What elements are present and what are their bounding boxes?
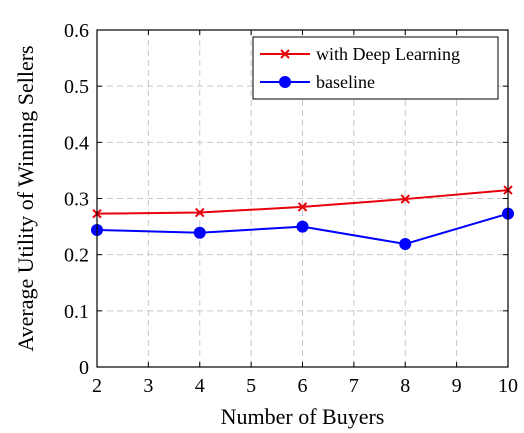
x-tick-label: 10 xyxy=(498,375,518,397)
y-tick-label: 0.3 xyxy=(64,189,89,211)
y-tick-label: 0.4 xyxy=(64,132,89,154)
y-tick-label: 0 xyxy=(79,357,89,379)
x-tick-label: 6 xyxy=(298,375,308,397)
y-axis-label: Average Utility of Winning Sellers xyxy=(13,45,38,351)
x-tick-label: 9 xyxy=(452,375,462,397)
legend-label: with Deep Learning xyxy=(316,44,460,64)
x-tick-label: 2 xyxy=(92,375,102,397)
legend-label: baseline xyxy=(316,72,375,92)
x-axis-label: Number of Buyers xyxy=(221,404,385,429)
marker-circle xyxy=(279,76,291,88)
marker-circle xyxy=(194,227,206,239)
x-tick-label: 5 xyxy=(246,375,256,397)
y-tick-label: 0.6 xyxy=(64,20,89,42)
x-tick-label: 4 xyxy=(195,375,205,397)
x-tick-label: 3 xyxy=(143,375,153,397)
marker-circle xyxy=(399,238,411,250)
y-tick-label: 0.1 xyxy=(64,301,89,323)
x-tick-label: 8 xyxy=(400,375,410,397)
marker-circle xyxy=(297,221,309,233)
y-tick-label: 0.2 xyxy=(64,245,89,267)
y-tick-label: 0.5 xyxy=(64,76,89,98)
x-tick-label: 7 xyxy=(349,375,359,397)
legend: with Deep Learning baseline xyxy=(253,37,498,99)
